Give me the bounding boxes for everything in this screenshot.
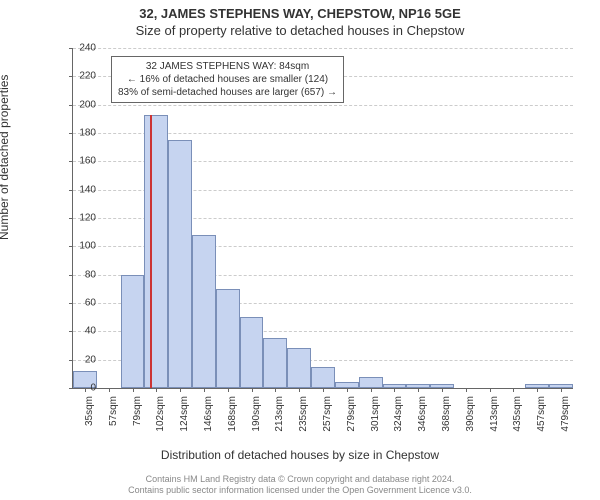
y-axis-label: Number of detached properties [0, 75, 11, 240]
tick-mark [323, 388, 324, 392]
tick-mark [394, 388, 395, 392]
gridline [73, 105, 573, 106]
tick-mark [180, 388, 181, 392]
x-tick-label: 279sqm [346, 396, 357, 441]
histogram-bar [168, 140, 192, 388]
x-tick-label: 124sqm [179, 396, 190, 441]
y-tick-label: 80 [68, 269, 96, 280]
annotation-box: 32 JAMES STEPHENS WAY: 84sqm ← 16% of de… [111, 56, 344, 103]
tick-mark [347, 388, 348, 392]
histogram-bar [287, 348, 311, 388]
property-marker-line [150, 115, 152, 388]
x-tick-label: 479sqm [560, 396, 571, 441]
x-tick-label: 301sqm [370, 396, 381, 441]
tick-mark [513, 388, 514, 392]
x-tick-label: 213sqm [274, 396, 285, 441]
tick-mark [490, 388, 491, 392]
x-tick-label: 324sqm [393, 396, 404, 441]
x-tick-label: 79sqm [132, 396, 143, 441]
tick-mark [418, 388, 419, 392]
tick-mark [442, 388, 443, 392]
tick-mark [299, 388, 300, 392]
tick-mark [156, 388, 157, 392]
x-axis-label: Distribution of detached houses by size … [0, 448, 600, 462]
histogram-bar [144, 115, 168, 388]
footer-attribution: Contains HM Land Registry data © Crown c… [0, 474, 600, 497]
x-tick-label: 146sqm [203, 396, 214, 441]
tick-mark [561, 388, 562, 392]
x-tick-label: 57sqm [108, 396, 119, 441]
x-tick-label: 168sqm [227, 396, 238, 441]
gridline [73, 48, 573, 49]
x-tick-label: 390sqm [465, 396, 476, 441]
x-tick-label: 235sqm [298, 396, 309, 441]
tick-mark [537, 388, 538, 392]
annotation-line: 83% of semi-detached houses are larger (… [118, 86, 337, 99]
tick-mark [371, 388, 372, 392]
histogram-bar [216, 289, 240, 388]
tick-mark [133, 388, 134, 392]
histogram-bar [192, 235, 216, 388]
y-tick-label: 20 [68, 354, 96, 365]
histogram-bar [311, 367, 335, 388]
footer-line: Contains HM Land Registry data © Crown c… [0, 474, 600, 485]
y-tick-label: 180 [68, 128, 96, 139]
x-tick-label: 368sqm [441, 396, 452, 441]
x-tick-label: 457sqm [536, 396, 547, 441]
x-tick-label: 346sqm [417, 396, 428, 441]
x-tick-label: 435sqm [512, 396, 523, 441]
y-tick-label: 40 [68, 326, 96, 337]
y-tick-label: 220 [68, 71, 96, 82]
tick-mark [466, 388, 467, 392]
tick-mark [109, 388, 110, 392]
footer-line: Contains public sector information licen… [0, 485, 600, 496]
y-tick-label: 120 [68, 213, 96, 224]
x-tick-label: 35sqm [84, 396, 95, 441]
histogram-bar [359, 377, 383, 388]
y-tick-label: 100 [68, 241, 96, 252]
y-tick-label: 60 [68, 298, 96, 309]
y-tick-label: 240 [68, 43, 96, 54]
y-tick-label: 200 [68, 99, 96, 110]
histogram-bar [263, 338, 287, 388]
y-tick-label: 140 [68, 184, 96, 195]
y-tick-label: 0 [68, 383, 96, 394]
y-tick-label: 160 [68, 156, 96, 167]
tick-mark [228, 388, 229, 392]
annotation-line: 32 JAMES STEPHENS WAY: 84sqm [118, 60, 337, 73]
histogram-bar [121, 275, 145, 388]
x-tick-label: 190sqm [251, 396, 262, 441]
x-tick-label: 102sqm [155, 396, 166, 441]
tick-mark [204, 388, 205, 392]
page-subtitle: Size of property relative to detached ho… [0, 21, 600, 38]
page-title: 32, JAMES STEPHENS WAY, CHEPSTOW, NP16 5… [0, 0, 600, 21]
chart-container: 32, JAMES STEPHENS WAY, CHEPSTOW, NP16 5… [0, 0, 600, 500]
x-tick-label: 257sqm [322, 396, 333, 441]
annotation-line: ← 16% of detached houses are smaller (12… [118, 73, 337, 86]
histogram-bar [240, 317, 264, 388]
plot-area: 32 JAMES STEPHENS WAY: 84sqm ← 16% of de… [72, 48, 573, 389]
x-tick-label: 413sqm [489, 396, 500, 441]
tick-mark [275, 388, 276, 392]
tick-mark [252, 388, 253, 392]
